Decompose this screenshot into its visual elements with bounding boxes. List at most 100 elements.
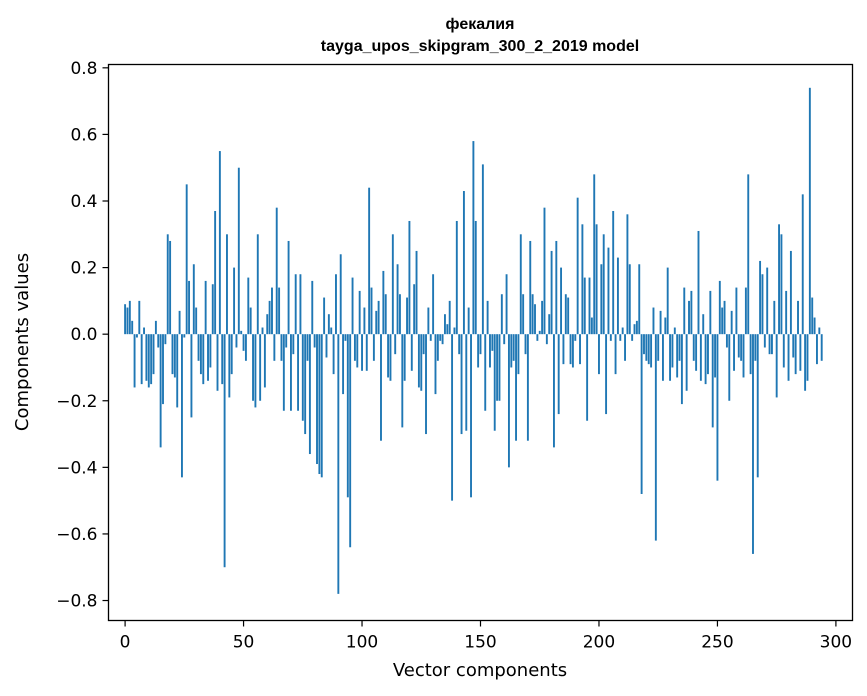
y-tick-label: 0.0 xyxy=(70,325,97,345)
bar-36 xyxy=(209,334,212,368)
bar-196 xyxy=(588,277,591,335)
bar-287 xyxy=(804,334,807,391)
bar-258 xyxy=(735,287,738,335)
bar-51 xyxy=(244,334,247,361)
bar-191 xyxy=(576,197,579,335)
bar-0 xyxy=(124,304,127,335)
bar-41 xyxy=(221,334,224,385)
bar-244 xyxy=(702,314,705,335)
x-tick-label: 100 xyxy=(346,633,378,653)
bar-282 xyxy=(792,334,795,358)
bar-124 xyxy=(417,334,420,388)
bar-284 xyxy=(797,300,799,335)
chart-subtitle: tayga_upos_skipgram_300_2_2019 model xyxy=(321,38,639,55)
bar-94 xyxy=(346,334,349,498)
bar-84 xyxy=(323,297,326,335)
bar-13 xyxy=(154,320,157,335)
bar-202 xyxy=(602,234,605,335)
bar-137 xyxy=(448,300,451,335)
bar-46 xyxy=(233,267,236,335)
x-tick-label: 50 xyxy=(233,633,255,653)
bar-264 xyxy=(749,334,752,375)
bar-162 xyxy=(507,334,510,468)
y-tick-label: 0.2 xyxy=(70,259,97,279)
x-axis-ticks: 0 50 100 150 200 250 300 xyxy=(120,620,852,653)
bar-28 xyxy=(190,334,193,418)
bar-183 xyxy=(557,334,560,415)
bar-40 xyxy=(218,151,221,335)
bar-217 xyxy=(638,264,641,335)
bar-274 xyxy=(773,300,776,335)
bar-64 xyxy=(275,207,278,335)
bar-99 xyxy=(358,290,361,335)
bar-146 xyxy=(470,334,472,498)
bar-249 xyxy=(714,334,717,378)
bar-122 xyxy=(413,284,416,335)
bar-271 xyxy=(766,267,769,335)
bar-87 xyxy=(330,327,333,335)
bar-213 xyxy=(628,264,631,335)
bar-34 xyxy=(204,280,207,335)
bar-85 xyxy=(325,334,328,358)
y-tick-label: 0.6 xyxy=(70,125,97,145)
bar-234 xyxy=(678,334,681,361)
bar-293 xyxy=(818,327,821,335)
bar-49 xyxy=(240,330,243,335)
x-axis-label: Vector components xyxy=(393,660,567,681)
bar-10 xyxy=(147,334,150,388)
bar-166 xyxy=(517,334,520,375)
x-tick-label: 0 xyxy=(120,633,131,653)
bar-19 xyxy=(169,240,172,335)
bar-16 xyxy=(162,334,164,405)
bar-201 xyxy=(600,264,603,335)
bar-161 xyxy=(505,274,508,335)
bar-66 xyxy=(280,334,283,361)
bar-141 xyxy=(458,334,461,355)
bar-242 xyxy=(697,230,700,335)
bar-71 xyxy=(292,334,295,355)
bar-267 xyxy=(756,334,759,478)
bar-222 xyxy=(650,334,653,368)
bar-288 xyxy=(806,334,809,381)
bar-6 xyxy=(138,300,141,335)
bar-272 xyxy=(768,334,771,355)
bar-12 xyxy=(152,334,155,375)
bar-152 xyxy=(484,334,487,411)
bar-159 xyxy=(500,294,503,335)
bar-114 xyxy=(394,334,397,355)
bar-290 xyxy=(811,297,814,335)
bar-67 xyxy=(282,334,285,411)
bar-285 xyxy=(799,334,802,371)
bar-69 xyxy=(287,240,290,335)
bar-68 xyxy=(285,334,288,348)
bar-154 xyxy=(489,334,491,368)
bar-56 xyxy=(256,234,259,335)
bar-286 xyxy=(801,194,804,335)
bar-231 xyxy=(671,334,674,368)
bar-241 xyxy=(695,334,698,371)
bar-265 xyxy=(752,334,754,554)
bar-43 xyxy=(226,234,228,335)
bar-132 xyxy=(436,334,439,361)
bar-150 xyxy=(479,334,482,355)
bar-11 xyxy=(150,334,153,385)
bar-281 xyxy=(789,250,792,335)
bar-171 xyxy=(529,240,532,335)
bar-27 xyxy=(188,280,191,335)
bar-142 xyxy=(460,334,463,435)
bar-238 xyxy=(688,300,690,335)
bar-series xyxy=(124,87,823,594)
bar-37 xyxy=(211,284,214,335)
bar-236 xyxy=(683,287,686,335)
bar-143 xyxy=(462,191,465,335)
bar-44 xyxy=(228,334,231,398)
bar-193 xyxy=(581,224,584,335)
bar-270 xyxy=(763,334,766,348)
bar-223 xyxy=(652,307,655,335)
bar-160 xyxy=(503,334,506,345)
bar-184 xyxy=(560,267,563,335)
bar-263 xyxy=(747,174,750,335)
bar-269 xyxy=(761,274,764,335)
bar-17 xyxy=(164,334,167,345)
bar-30 xyxy=(195,307,198,335)
